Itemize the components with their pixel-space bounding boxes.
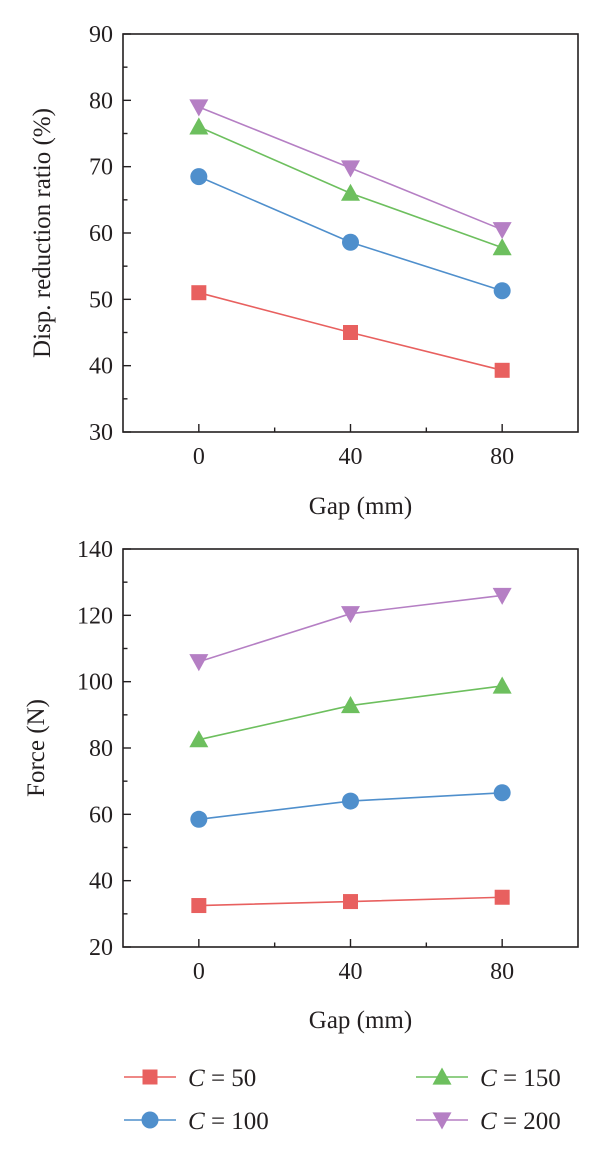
legend-item: C = 200 [416,1108,561,1135]
data-point [189,730,209,748]
x-axis-label: Gap (mm) [309,1007,412,1034]
data-point [493,784,511,802]
x-tick-label: 0 [193,444,205,470]
legend-label: C = 150 [480,1065,561,1092]
legend-marker [141,1111,159,1129]
legend: C = 50 C = 150 C = 100 C = 200 [124,1065,561,1135]
y-tick-label: 90 [89,22,113,48]
data-point [492,238,512,256]
data-point [492,222,512,240]
data-point [190,168,208,186]
legend-label: C = 200 [480,1108,561,1135]
data-point [343,894,358,910]
legend-marker [432,1067,452,1085]
data-point [341,160,360,178]
y-tick-label: 100 [77,670,113,696]
y-axis-label: Disp. reduction ratio (%) [29,108,56,358]
data-point [494,889,510,905]
plot-frame [122,33,579,433]
force-chart: 20 40 60 80 100 120 140 0 40 80 Gap (mm) Force (N) [23,537,579,1034]
y-tick-label: 20 [89,935,113,961]
y-tick-label: 80 [89,736,113,762]
y-tick-label: 70 [89,155,113,181]
y-tick-label: 140 [77,537,113,563]
data-point [494,362,510,378]
data-point [341,696,360,714]
disp-reduction-chart: 30 40 50 60 70 80 90 0 40 80 Gap (mm) Disp. reducti… [29,22,579,520]
data-point [343,325,358,340]
x-tick-label: 80 [490,959,514,985]
y-tick-label: 120 [77,603,113,629]
data-point [492,676,512,694]
data-point [493,282,511,300]
data-point [189,654,209,672]
data-point [341,183,360,201]
data-point [189,117,209,135]
x-tick-label: 0 [193,959,205,985]
y-tick-label: 80 [89,88,113,114]
data-point [342,792,359,810]
data-point [341,606,360,624]
legend-marker [142,1069,158,1085]
series-line [198,594,503,663]
y-tick-label: 40 [89,354,113,380]
y-tick-label: 30 [89,420,113,446]
y-tick-label: 60 [89,221,113,247]
y-tick-label: 60 [89,802,113,828]
legend-marker [432,1112,452,1130]
x-tick-label: 80 [490,444,514,470]
x-axis-label: Gap (mm) [309,493,412,520]
legend-item: C = 150 [416,1065,561,1092]
data-point [189,99,209,117]
data-point [190,810,208,828]
y-axis-label: Force (N) [23,699,50,797]
y-tick-label: 40 [89,869,113,895]
y-tick-label: 50 [89,287,113,313]
legend-label: C = 100 [188,1108,269,1135]
data-point [191,898,207,914]
legend-label: C = 50 [188,1065,256,1092]
data-point [492,587,512,605]
data-point [191,285,207,301]
legend-item: C = 100 [124,1108,269,1135]
data-point [342,233,359,251]
x-tick-label: 40 [339,959,363,985]
legend-item: C = 50 [124,1065,256,1092]
x-tick-label: 40 [339,444,363,470]
